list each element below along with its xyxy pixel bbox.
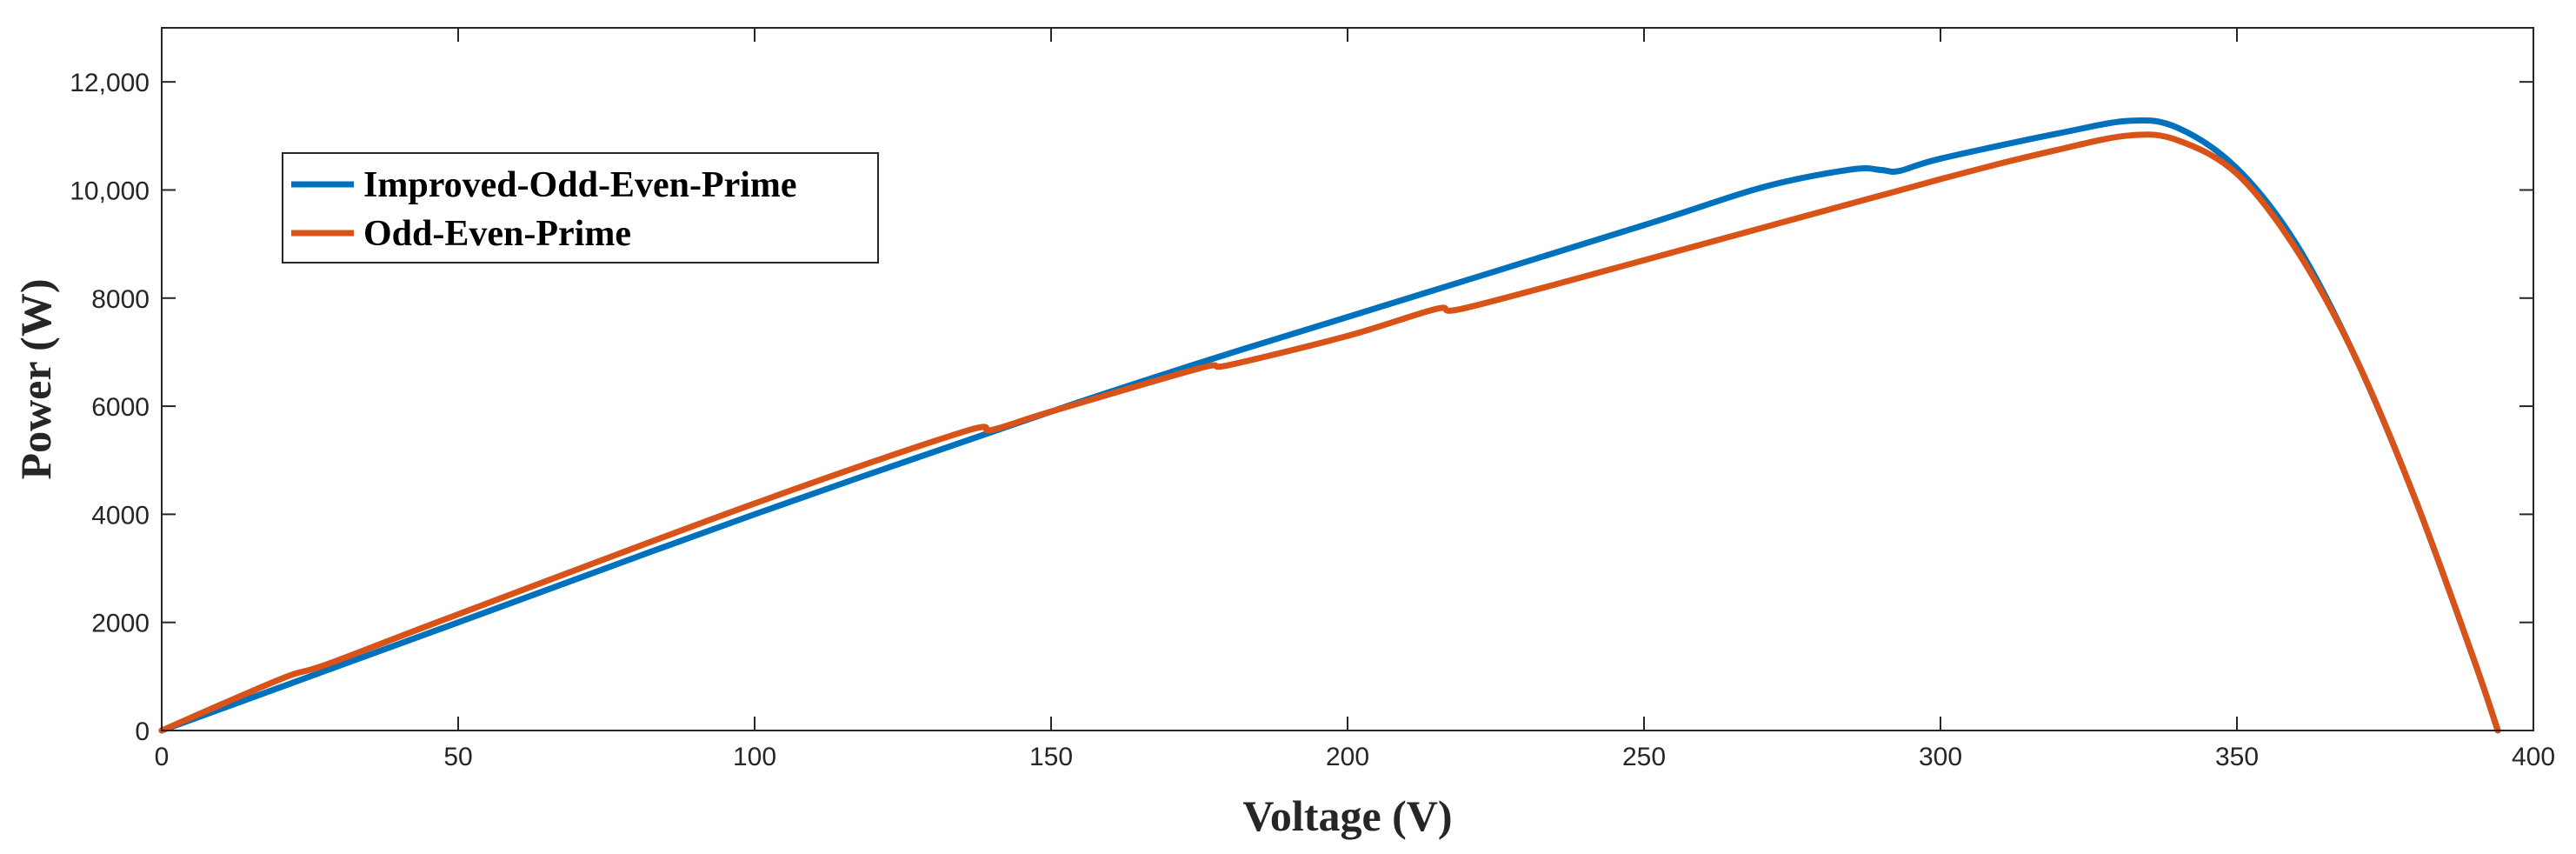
y-tick-label: 12,000 <box>70 69 150 97</box>
legend-label-improved-odd-even-prime: Improved-Odd-Even-Prime <box>363 165 797 205</box>
legend: Improved-Odd-Even-Prime Odd-Even-Prime <box>282 152 879 264</box>
series-layer <box>158 117 2501 734</box>
series-line-odd-even-prime <box>158 131 2501 734</box>
y-tick-label: 6000 <box>91 393 150 422</box>
ticks-layer: 0 50 100 150 200 250 300 350 4000200040006000800… <box>70 28 2555 771</box>
x-tick-label: 250 <box>1622 743 1666 771</box>
x-tick-label: 200 <box>1326 743 1369 771</box>
y-tick-label: 0 <box>135 717 150 746</box>
x-axis-label: Voltage (V) <box>1242 791 1452 840</box>
plot-frame <box>161 27 2534 731</box>
plot-area <box>162 28 2533 731</box>
legend-label-odd-even-prime: Odd-Even-Prime <box>363 214 631 254</box>
x-tick-label: 100 <box>733 743 776 771</box>
y-tick-label: 2000 <box>91 610 150 638</box>
y-axis-label: Power (W) <box>11 279 60 480</box>
legend-box <box>282 152 879 264</box>
y-tick-label: 4000 <box>91 501 150 530</box>
x-tick-label: 0 <box>155 743 170 771</box>
x-tick-label: 300 <box>1919 743 1962 771</box>
x-tick-label: 400 <box>2512 743 2555 771</box>
x-tick-label: 50 <box>443 743 472 771</box>
x-tick-label: 350 <box>2215 743 2259 771</box>
y-tick-label: 8000 <box>91 285 150 314</box>
x-tick-label: 150 <box>1029 743 1073 771</box>
y-tick-label: 10,000 <box>70 177 150 205</box>
